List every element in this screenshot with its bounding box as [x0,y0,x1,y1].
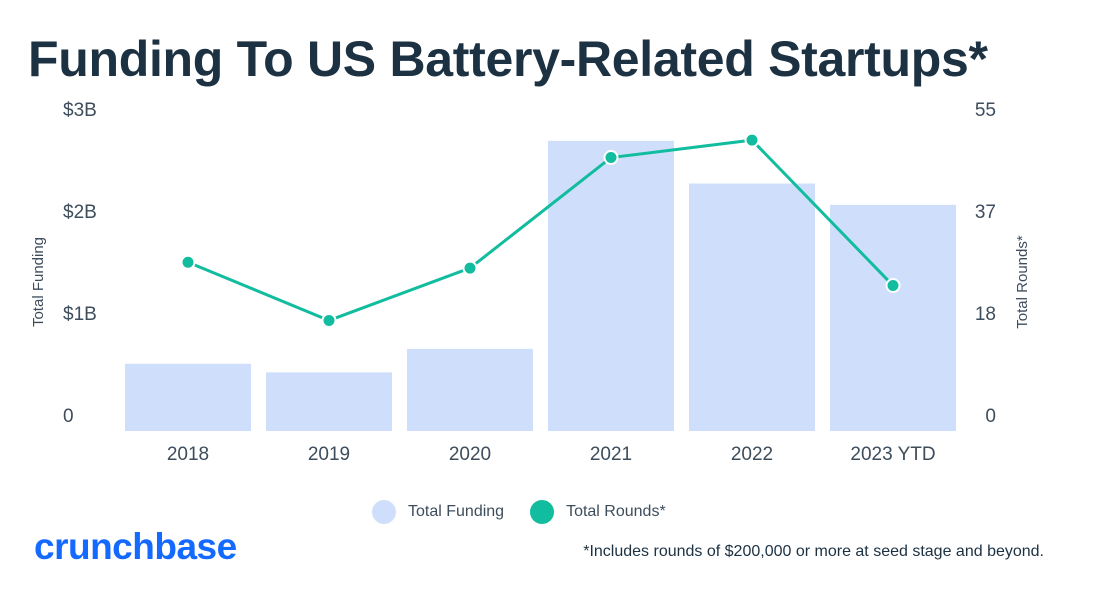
x-tick-label: 2023 YTD [850,444,935,465]
funding-bar [125,363,251,431]
legend: Total Funding Total Rounds* [372,500,692,524]
footnote: *Includes rounds of $200,000 or more at … [583,543,1044,560]
left-tick-label: $1B [63,304,97,325]
left-tick-label: $2B [63,202,97,223]
left-tick-label: $3B [63,100,97,121]
rounds-point [462,260,478,276]
rounds-point [180,254,196,270]
left-axis-ticks: 0 $1B $2B $3B [63,100,97,427]
right-tick-label: 0 [985,406,996,427]
funding-bar [407,348,533,431]
legend-item-rounds: Total Rounds* [530,500,666,524]
x-tick-label: 2022 [731,444,773,465]
rounds-point [744,132,760,148]
right-axis-ticks: 0 18 37 55 [975,100,996,427]
right-axis-title: Total Rounds* [1014,235,1031,329]
left-tick-label: 0 [63,406,74,427]
legend-swatch-funding [372,500,396,524]
rounds-points [180,132,901,328]
x-tick-label: 2019 [308,444,350,465]
x-tick-label: 2020 [449,444,491,465]
crunchbase-logo: crunchbase [34,526,237,567]
legend-label-rounds: Total Rounds* [566,503,666,520]
rounds-point [885,278,901,294]
funding-bars [125,140,956,431]
left-axis-title: Total Funding [30,237,47,327]
legend-label-funding: Total Funding [408,503,505,520]
rounds-point [603,150,619,166]
funding-bar [548,140,674,431]
legend-item-funding: Total Funding [372,500,504,524]
rounds-point [321,312,337,328]
x-tick-label: 2018 [167,444,209,465]
rounds-line [187,138,895,323]
x-tick-label: 2021 [590,444,632,465]
funding-bar [266,372,392,431]
funding-bar [689,183,815,431]
legend-swatch-rounds [530,500,555,524]
chart-title: Funding To US Battery-Related Startups* [28,31,988,87]
x-axis-ticks: 2018 2019 2020 2021 2022 2023 YTD [167,444,936,465]
right-tick-label: 37 [975,202,996,223]
right-tick-label: 55 [975,100,996,121]
right-tick-label: 18 [975,304,996,325]
